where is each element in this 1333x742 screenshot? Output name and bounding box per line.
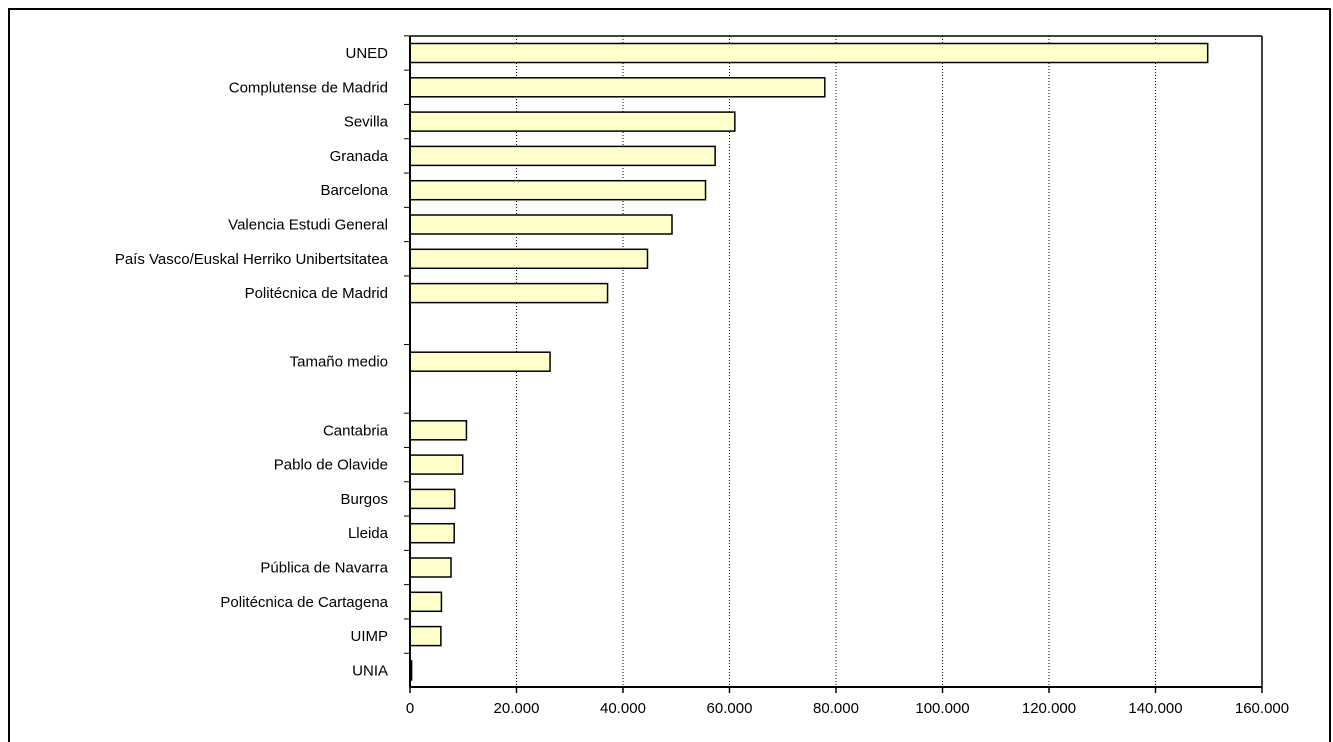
bar [409, 248, 649, 270]
category-label: Valencia Estudi General [228, 217, 388, 234]
bar [409, 179, 707, 201]
category-label: Pública de Navarra [260, 560, 388, 577]
tick-labels: 0 20.000 40.000 60.000 80.000 100.000 120.000 1… [406, 700, 1289, 717]
x-tick-label: 60.000 [707, 700, 753, 717]
x-tick-label: 140.000 [1128, 700, 1182, 717]
category-label: Complutense de Madrid [229, 79, 388, 96]
bar [409, 145, 716, 167]
category-label: UNIA [352, 662, 388, 679]
bar [409, 111, 736, 132]
bars [409, 42, 1209, 681]
category-label: Pablo de Olavide [274, 457, 388, 474]
category-label: Tamaño medio [290, 354, 388, 371]
bar [409, 282, 609, 304]
x-tick-label: 0 [406, 700, 414, 717]
category-label: Granada [330, 148, 389, 165]
category-label: País Vasco/Euskal Herriko Unibertsitatea [115, 251, 389, 268]
bar [409, 522, 455, 544]
bar [409, 488, 456, 510]
bar [409, 420, 468, 441]
category-label: UIMP [351, 628, 389, 645]
category-label: Sevilla [344, 114, 389, 131]
category-label: Burgos [340, 491, 388, 508]
bar [409, 214, 673, 235]
x-tick-label: 100.000 [915, 700, 969, 717]
bar [409, 77, 826, 98]
category-label: Politécnica de Madrid [245, 285, 388, 302]
x-tick-label: 80.000 [813, 700, 859, 717]
bar [409, 591, 443, 613]
x-tick-label: 20.000 [494, 700, 540, 717]
category-label: Barcelona [320, 182, 388, 199]
category-label: Lleida [348, 525, 389, 542]
category-label: Politécnica de Cartagena [220, 594, 388, 611]
bar [409, 42, 1209, 64]
axes [404, 35, 1263, 693]
x-tick-label: 160.000 [1235, 700, 1289, 717]
x-tick-label: 120.000 [1022, 700, 1076, 717]
x-tick-label: 40.000 [600, 700, 646, 717]
bar [409, 454, 464, 475]
gridlines [516, 36, 1156, 687]
category-label: UNED [345, 45, 388, 62]
category-labels: UNED Complutense de Madrid Sevilla Granada B… [115, 45, 389, 679]
bar [409, 351, 551, 372]
bar [409, 625, 442, 647]
bar [409, 557, 452, 578]
category-label: Cantabria [323, 422, 389, 439]
